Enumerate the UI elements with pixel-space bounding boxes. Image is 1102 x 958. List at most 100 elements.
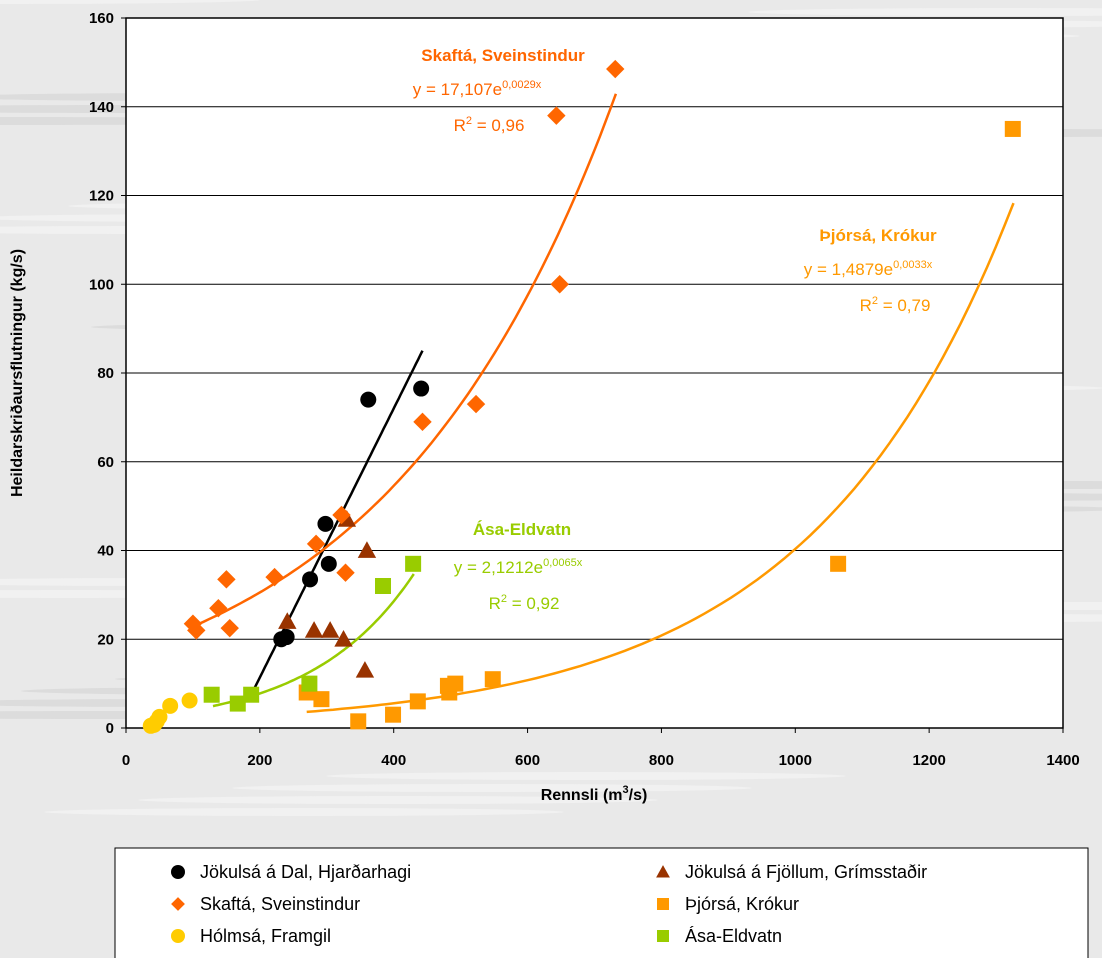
data-point xyxy=(209,598,228,618)
equation-skafta-r2-value: = 0,96 xyxy=(472,116,524,135)
x-tick-label: 1400 xyxy=(1046,752,1079,769)
data-point xyxy=(336,563,355,582)
data-point xyxy=(217,570,236,589)
data-point xyxy=(302,571,319,588)
x-tick-label: 200 xyxy=(247,752,272,769)
data-point xyxy=(317,515,334,532)
equation-thjorsa-r2-value: = 0,79 xyxy=(878,296,930,315)
data-point xyxy=(278,629,295,646)
y-tick-label: 60 xyxy=(97,454,114,471)
legend-label: Skaftá, Sveinstindur xyxy=(200,894,360,914)
data-point xyxy=(375,578,392,594)
x-tick-label: 0 xyxy=(122,752,130,769)
legend-marker xyxy=(171,865,185,879)
legend-marker xyxy=(171,897,185,911)
data-point xyxy=(830,555,847,572)
x-axis-title-sup: 3 xyxy=(623,784,629,796)
legend-marker xyxy=(657,898,669,910)
data-point xyxy=(550,275,569,294)
data-point xyxy=(334,630,353,647)
y-tick-label: 160 xyxy=(89,10,114,27)
x-tick-label: 1000 xyxy=(779,752,812,769)
x-tick-label: 800 xyxy=(649,752,674,769)
data-point xyxy=(203,686,220,703)
data-point xyxy=(229,695,246,712)
equation-skafta-exponent: 0,0029x xyxy=(502,79,542,91)
data-point xyxy=(220,618,239,638)
legend-label: Hólmsá, Framgil xyxy=(200,926,331,946)
trend-line xyxy=(192,93,618,628)
x-tick-labels: 0 200 400 600 800 1000 1200 1400 xyxy=(122,752,1080,769)
equation-thjorsa-r2: R2 = 0,79 xyxy=(860,295,931,315)
data-point xyxy=(606,59,625,79)
data-point xyxy=(447,675,464,692)
x-axis-title: Rennsli (m3/s) xyxy=(541,784,648,804)
y-tick-label: 80 xyxy=(97,365,114,382)
data-point xyxy=(320,621,340,638)
y-axis-title: Heildarskriðaursflutningur (kg/s) xyxy=(9,249,26,497)
equation-asa-r2-value: = 0,92 xyxy=(507,594,559,613)
legend-box xyxy=(114,847,1089,958)
equation-asa-r2-sup: 2 xyxy=(501,593,507,605)
data-point xyxy=(357,541,377,558)
legend-marker xyxy=(656,865,670,878)
data-point xyxy=(313,691,330,708)
data-point xyxy=(187,621,206,640)
x-tick-label: 400 xyxy=(381,752,406,769)
equation-asa-exponent: 0,0065x xyxy=(543,557,583,569)
data-point xyxy=(547,106,566,125)
grid-lines xyxy=(121,17,1064,733)
data-point xyxy=(278,612,297,629)
data-point xyxy=(355,661,375,678)
equation-thjorsa: Þjórsá, Krókur y = 1,4879e0,0033x R2 = 0… xyxy=(804,226,937,315)
data-point xyxy=(243,686,260,703)
equation-asa-eldvatn: Ása-Eldvatn y = 2,1212e0,0065x R2 = 0,92 xyxy=(454,520,583,613)
data-point xyxy=(301,675,318,692)
equation-skafta-r2: R2 = 0,96 xyxy=(454,115,525,135)
equation-skafta-r2-sup: 2 xyxy=(466,115,472,127)
background-streak xyxy=(44,808,564,816)
data-point xyxy=(360,391,377,408)
y-tick-labels: 0 20 40 60 80 100 120 140 160 xyxy=(89,10,114,737)
legend-label: Jökulsá á Dal, Hjarðarhagi xyxy=(200,862,411,882)
background-streak xyxy=(138,796,658,804)
equation-asa-title: Ása-Eldvatn xyxy=(473,520,571,539)
background-streak xyxy=(748,8,1102,16)
data-points xyxy=(142,59,1021,734)
y-tick-label: 0 xyxy=(106,720,114,737)
equation-asa-formula: y = 2,1212e0,0065x xyxy=(454,557,583,577)
data-point xyxy=(385,706,402,723)
y-tick-label: 140 xyxy=(89,99,114,116)
background-streak xyxy=(326,772,846,780)
equation-thjorsa-title: Þjórsá, Krókur xyxy=(819,226,937,245)
data-point xyxy=(484,671,501,688)
data-point xyxy=(413,380,430,397)
data-point xyxy=(350,713,367,730)
equation-thjorsa-exponent: 0,0033x xyxy=(893,259,933,271)
data-point xyxy=(162,697,179,714)
data-point xyxy=(306,534,326,554)
equation-skafta: Skaftá, Sveinstindur y = 17,107e0,0029x … xyxy=(413,46,585,135)
y-tick-label: 20 xyxy=(97,631,114,648)
data-point xyxy=(1004,120,1021,137)
legend-label: Ása-Eldvatn xyxy=(685,926,782,946)
data-point xyxy=(413,412,432,432)
equation-skafta-formula: y = 17,107e0,0029x xyxy=(413,79,542,99)
equation-thjorsa-formula: y = 1,4879e0,0033x xyxy=(804,259,933,279)
data-point xyxy=(409,693,426,710)
x-tick-label: 600 xyxy=(515,752,540,769)
data-point xyxy=(320,555,337,572)
background-streak xyxy=(232,784,752,792)
equation-skafta-title: Skaftá, Sveinstindur xyxy=(421,46,585,65)
y-tick-label: 40 xyxy=(97,543,114,560)
data-point xyxy=(151,708,168,725)
equation-asa-r2: R2 = 0,92 xyxy=(489,593,560,613)
legend-label: Jökulsá á Fjöllum, Grímsstaðir xyxy=(685,862,927,882)
legend-marker xyxy=(171,929,185,943)
background-streak xyxy=(0,0,260,4)
y-tick-label: 120 xyxy=(89,188,114,205)
data-point xyxy=(466,394,486,414)
data-point xyxy=(304,621,324,638)
legend-label: Þjórsá, Krókur xyxy=(685,894,799,914)
